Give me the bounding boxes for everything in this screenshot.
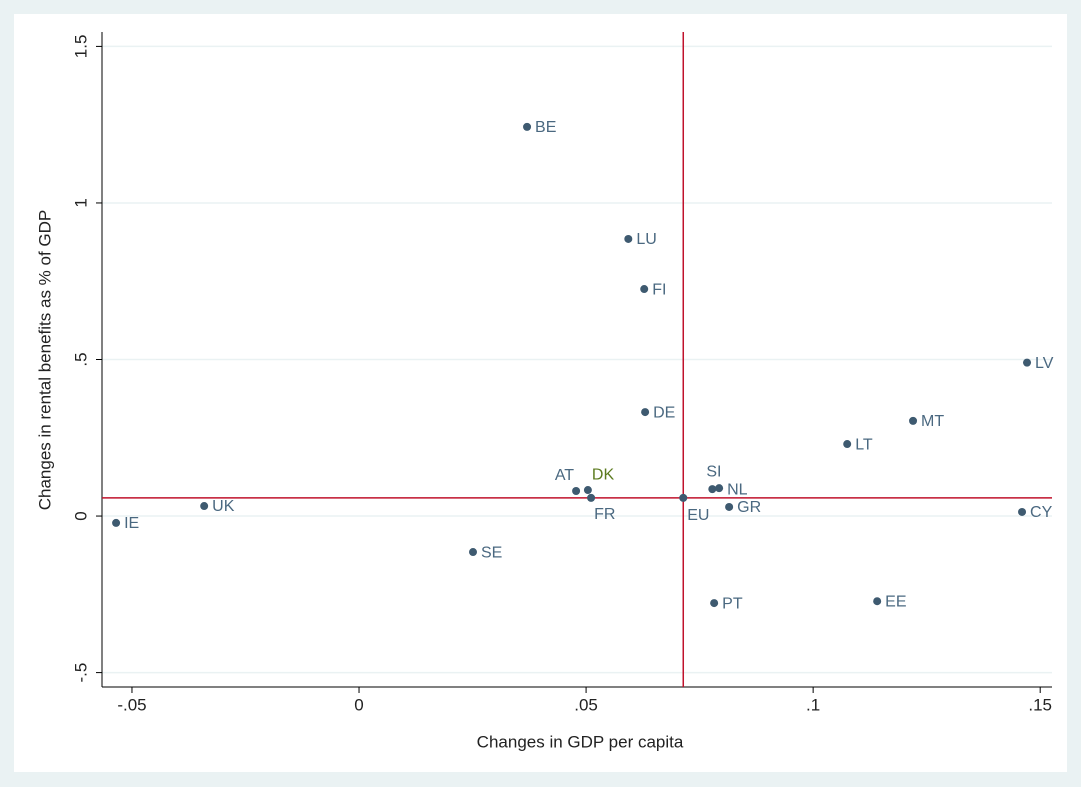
point-label: FR — [594, 506, 615, 523]
point-label: LT — [855, 436, 873, 453]
point — [710, 599, 719, 608]
point — [112, 518, 121, 527]
point-label: BE — [535, 119, 556, 136]
point-label: LU — [636, 231, 656, 248]
point-label: MT — [921, 413, 944, 430]
point-label: IE — [124, 515, 139, 532]
point — [523, 122, 532, 131]
y-tick-label: 0 — [71, 511, 90, 520]
point-label: SE — [481, 544, 502, 561]
point — [679, 493, 688, 502]
point — [909, 416, 918, 425]
point — [708, 485, 717, 494]
y-axis-title: Changes in rental benefits as % of GDP — [35, 210, 54, 511]
point-label: SI — [706, 463, 721, 480]
point — [843, 440, 852, 449]
y-tick-label: 1 — [71, 198, 90, 207]
x-tick-label: .1 — [806, 695, 820, 714]
point — [624, 234, 633, 243]
point-label: DE — [653, 404, 675, 421]
x-tick-label: .05 — [574, 695, 598, 714]
point-label: PT — [722, 595, 743, 612]
point-label: GR — [737, 499, 761, 516]
x-axis-title: Changes in GDP per capita — [477, 732, 684, 751]
y-tick-label: -.5 — [71, 663, 90, 683]
point — [572, 487, 581, 496]
point — [583, 486, 592, 495]
point — [641, 408, 650, 417]
point — [1018, 507, 1027, 516]
point — [873, 597, 882, 606]
y-tick-label: .5 — [71, 352, 90, 366]
point-label: UK — [212, 498, 235, 515]
x-tick-label: 0 — [354, 695, 363, 714]
point — [640, 285, 649, 294]
graph-region — [14, 14, 1067, 772]
point-label: AT — [555, 467, 574, 484]
point-label: EU — [687, 507, 709, 524]
point — [200, 502, 209, 511]
point — [1023, 358, 1032, 367]
x-tick-label: -.05 — [117, 695, 146, 714]
point — [587, 493, 596, 502]
y-tick-label: 1.5 — [71, 35, 90, 59]
point-label: FI — [652, 281, 666, 298]
point — [469, 548, 478, 557]
point — [715, 484, 724, 493]
point — [725, 502, 734, 511]
point-label: LV — [1035, 355, 1054, 372]
point-label: CY — [1030, 504, 1053, 521]
point-label: EE — [885, 593, 906, 610]
point-label: NL — [727, 481, 748, 498]
point-label: DK — [592, 466, 615, 483]
x-tick-label: .15 — [1028, 695, 1052, 714]
